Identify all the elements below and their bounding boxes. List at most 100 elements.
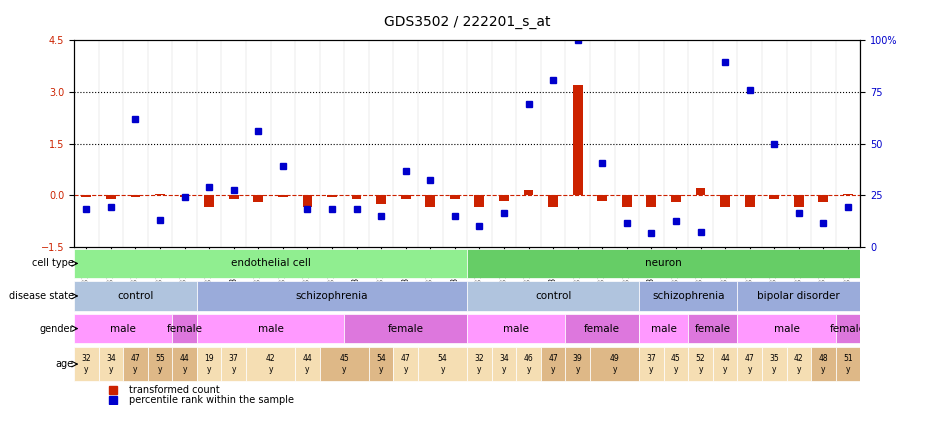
Text: 47
y: 47 y <box>401 354 411 374</box>
Text: 42
y: 42 y <box>265 354 276 374</box>
Bar <box>130 195 141 197</box>
Text: female: female <box>388 324 424 333</box>
Bar <box>106 195 116 199</box>
Text: male: male <box>110 324 136 333</box>
Text: 48
y: 48 y <box>819 354 828 374</box>
Bar <box>671 195 681 202</box>
Text: schizophrenia: schizophrenia <box>652 291 724 301</box>
Bar <box>843 194 853 195</box>
Bar <box>794 195 804 207</box>
Text: disease state: disease state <box>9 291 74 301</box>
FancyBboxPatch shape <box>418 347 467 381</box>
Text: 34
y: 34 y <box>106 354 116 374</box>
Text: male: male <box>773 324 799 333</box>
Bar <box>401 195 411 199</box>
Text: 37
y: 37 y <box>647 354 656 374</box>
FancyBboxPatch shape <box>835 314 860 343</box>
Text: 51
y: 51 y <box>844 354 853 374</box>
Bar <box>81 195 92 197</box>
Text: age: age <box>56 359 74 369</box>
Text: percentile rank within the sample: percentile rank within the sample <box>130 395 294 405</box>
FancyBboxPatch shape <box>467 249 860 278</box>
FancyBboxPatch shape <box>590 347 639 381</box>
FancyBboxPatch shape <box>295 347 320 381</box>
Text: 44
y: 44 y <box>721 354 730 374</box>
Text: 32
y: 32 y <box>475 354 484 374</box>
FancyBboxPatch shape <box>99 347 123 381</box>
Text: 34
y: 34 y <box>500 354 509 374</box>
FancyBboxPatch shape <box>835 347 860 381</box>
FancyBboxPatch shape <box>246 347 295 381</box>
FancyBboxPatch shape <box>172 347 197 381</box>
FancyBboxPatch shape <box>541 347 565 381</box>
FancyBboxPatch shape <box>74 249 467 278</box>
FancyBboxPatch shape <box>737 314 835 343</box>
FancyBboxPatch shape <box>221 347 246 381</box>
Bar <box>278 195 288 197</box>
FancyBboxPatch shape <box>123 347 148 381</box>
FancyBboxPatch shape <box>172 314 197 343</box>
Bar <box>376 195 386 204</box>
Text: control: control <box>117 291 154 301</box>
Text: female: female <box>695 324 731 333</box>
FancyBboxPatch shape <box>197 281 467 311</box>
Bar <box>450 195 460 199</box>
FancyBboxPatch shape <box>565 347 590 381</box>
FancyBboxPatch shape <box>467 314 565 343</box>
Text: 55
y: 55 y <box>155 354 165 374</box>
FancyBboxPatch shape <box>688 314 737 343</box>
Text: 47
y: 47 y <box>549 354 558 374</box>
Bar <box>179 195 190 197</box>
FancyBboxPatch shape <box>639 347 664 381</box>
Text: female: female <box>585 324 621 333</box>
FancyBboxPatch shape <box>467 281 639 311</box>
Text: 45
y: 45 y <box>339 354 349 374</box>
FancyBboxPatch shape <box>639 281 737 311</box>
Bar <box>475 195 485 207</box>
Bar <box>302 195 313 207</box>
Text: female: female <box>830 324 866 333</box>
Text: male: male <box>258 324 283 333</box>
Text: neuron: neuron <box>646 258 682 269</box>
FancyBboxPatch shape <box>74 281 197 311</box>
Text: 47
y: 47 y <box>745 354 755 374</box>
Bar <box>228 195 239 199</box>
Text: 45
y: 45 y <box>672 354 681 374</box>
Bar <box>721 195 730 207</box>
Text: schizophrenia: schizophrenia <box>296 291 368 301</box>
FancyBboxPatch shape <box>74 314 172 343</box>
Text: 19
y: 19 y <box>204 354 214 374</box>
Text: gender: gender <box>40 324 74 333</box>
Bar <box>253 195 264 202</box>
Text: 47
y: 47 y <box>130 354 141 374</box>
Text: 46
y: 46 y <box>524 354 534 374</box>
Bar <box>327 195 337 197</box>
Bar <box>770 195 779 199</box>
Bar <box>647 195 657 207</box>
Bar <box>426 195 435 207</box>
Text: bipolar disorder: bipolar disorder <box>758 291 840 301</box>
Bar <box>598 195 607 201</box>
FancyBboxPatch shape <box>467 347 492 381</box>
Text: 32
y: 32 y <box>81 354 91 374</box>
Bar <box>622 195 632 207</box>
Text: 39
y: 39 y <box>573 354 583 374</box>
Text: 54
y: 54 y <box>376 354 386 374</box>
FancyBboxPatch shape <box>737 347 762 381</box>
FancyBboxPatch shape <box>369 347 393 381</box>
Bar <box>696 188 706 195</box>
Text: control: control <box>535 291 572 301</box>
Text: 35
y: 35 y <box>770 354 779 374</box>
Text: 42
y: 42 y <box>794 354 804 374</box>
FancyBboxPatch shape <box>197 347 221 381</box>
Bar <box>745 195 755 207</box>
Bar <box>500 195 509 201</box>
FancyBboxPatch shape <box>516 347 541 381</box>
Text: endothelial cell: endothelial cell <box>230 258 311 269</box>
Text: transformed count: transformed count <box>130 385 220 395</box>
FancyBboxPatch shape <box>565 314 639 343</box>
Bar <box>549 195 558 207</box>
FancyBboxPatch shape <box>639 314 688 343</box>
Bar <box>573 85 583 195</box>
FancyBboxPatch shape <box>74 347 99 381</box>
